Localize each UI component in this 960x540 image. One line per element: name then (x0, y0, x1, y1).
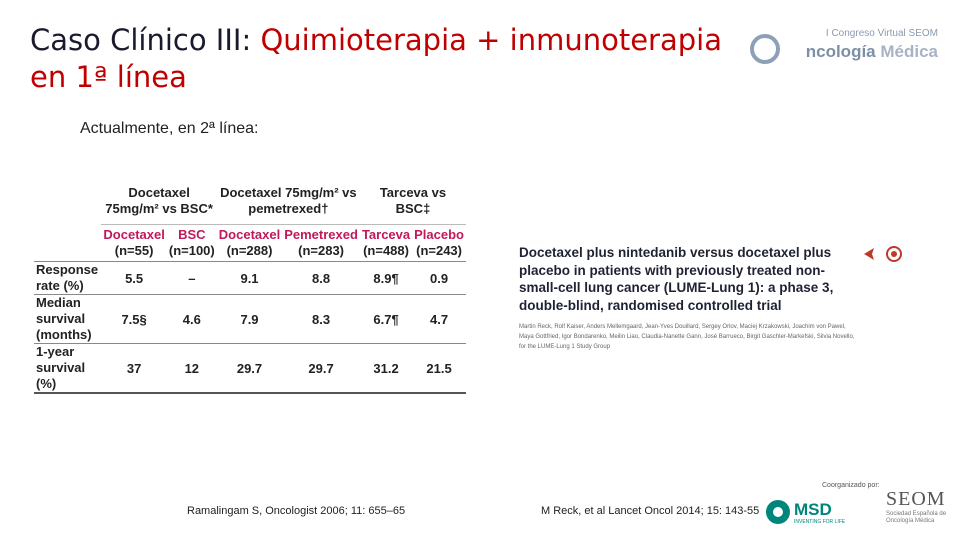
congress-logo: I Congreso Virtual SEOM ncología Médica (740, 28, 940, 72)
msd-text: MSD (794, 500, 832, 519)
group-label: Tarceva vs BSC‡ (379, 185, 447, 216)
row-label: 1-year survival (%) (34, 343, 102, 394)
arm-cell: Pemetrexed (n=283) (282, 224, 360, 262)
reference-left: Ramalingam S, Oncologist 2006; 11: 655–6… (187, 505, 406, 517)
row-label: Median survival (months) (34, 294, 102, 344)
congress-logo-small: I Congreso Virtual SEOM (825, 28, 938, 39)
arm-cell: Tarceva (n=488) (359, 224, 413, 262)
row-label: Response rate (%) (34, 261, 102, 295)
article-authors: Martin Reck, Rolf Kaiser, Anders Mellemg… (519, 324, 855, 350)
table-arm-header: Docetaxel (n=55) BSC (n=100) Docetaxel (n=2… (34, 224, 466, 262)
table-cell: 7.5§ (101, 294, 167, 344)
table-row: 1-year survival (%) 37 12 29.7 29.7 31.2… (34, 343, 466, 394)
table-row: Median survival (months) 7.5§ 4.6 7.9 8.… (34, 294, 466, 344)
table-cell: 5.5 (101, 261, 167, 295)
table-cell: 8.9¶ (359, 261, 413, 295)
table-cell: 0.9 (412, 261, 466, 295)
arm-cell: Docetaxel (n=55) (101, 224, 167, 262)
table-cell: 4.6 (166, 294, 217, 344)
msd-logo: MSD INVENTING FOR LIFE (766, 498, 866, 528)
table-cell: 29.7 (216, 343, 283, 394)
organized-by-label: Coorganizado por: (822, 482, 880, 489)
seom-logo: SEOM Sociedad Española de Oncología Médi… (886, 488, 956, 528)
table-group-header: Docetaxel 75mg/m² vs BSC* Docetaxel 75mg… (34, 178, 466, 225)
slide-title: Caso Clínico III: Quimioterapia + inmuno… (30, 22, 722, 96)
table-cell: 31.2 (359, 343, 413, 394)
title-prefix: Caso Clínico III: (30, 23, 261, 57)
article-title: Docetaxel plus nintedanib versus docetax… (519, 245, 834, 313)
efficacy-table: Docetaxel 75mg/m² vs BSC* Docetaxel 75mg… (34, 178, 466, 394)
arm-cell: Placebo (n=243) (412, 224, 466, 262)
table-row: Response rate (%) 5.5 – 9.1 8.8 8.9¶ 0.9 (34, 261, 466, 295)
table-cell: 8.8 (282, 261, 360, 295)
logo-ring-icon (750, 34, 780, 64)
table-cell: 7.9 (216, 294, 283, 344)
table-cell: 6.7¶ (359, 294, 413, 344)
table-cell: 8.3 (282, 294, 360, 344)
seom-sub: Sociedad Española de Oncología Médica (886, 511, 947, 524)
table-cell: 4.7 (412, 294, 466, 344)
group-label: Docetaxel 75mg/m² vs BSC* (105, 185, 213, 216)
subtitle: Actualmente, en 2ª línea: (80, 120, 259, 137)
arm-cell: BSC (n=100) (166, 224, 217, 262)
msd-sub: INVENTING FOR LIFE (794, 519, 846, 525)
group-label: Docetaxel 75mg/m² vs pemetrexed† (220, 185, 357, 216)
table-cell: 9.1 (216, 261, 283, 295)
table-cell: – (166, 261, 217, 295)
article-header: Docetaxel plus nintedanib versus docetax… (519, 244, 859, 352)
title-highlight: Quimioterapia + inmunoterapia (260, 23, 722, 57)
reference-right: M Reck, et al Lancet Oncol 2014; 15: 143… (541, 505, 760, 517)
congress-logo-big: ncología Médica (805, 42, 938, 61)
journal-logo-icon (864, 246, 902, 262)
table-cell: 21.5 (412, 343, 466, 394)
title-line2: en 1ª línea (30, 60, 187, 94)
table-cell: 37 (101, 343, 167, 394)
msd-mark-icon (766, 500, 790, 524)
table-cell: 29.7 (282, 343, 360, 394)
seom-text: SEOM (886, 488, 946, 510)
table-cell: 12 (166, 343, 217, 394)
arm-cell: Docetaxel (n=288) (216, 224, 283, 262)
